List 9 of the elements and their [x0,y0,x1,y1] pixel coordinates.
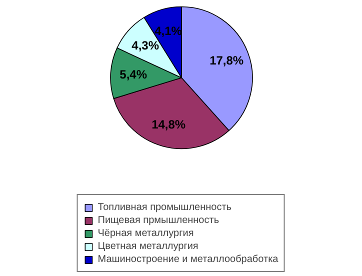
legend-label: Пищевая прмышленность [98,214,220,226]
data-label: 17,8% [210,53,244,68]
legend-label: Топливная промышленность [98,201,232,213]
data-label: 14,8% [152,118,186,132]
legend-label: Цветная металлургия [98,240,198,252]
legend-label: Чёрная металлургия [98,227,194,239]
data-label: 5,4% [120,67,148,82]
data-label: 4,3% [132,38,160,52]
legend-label: Машиностроение и металлообработка [98,253,278,265]
